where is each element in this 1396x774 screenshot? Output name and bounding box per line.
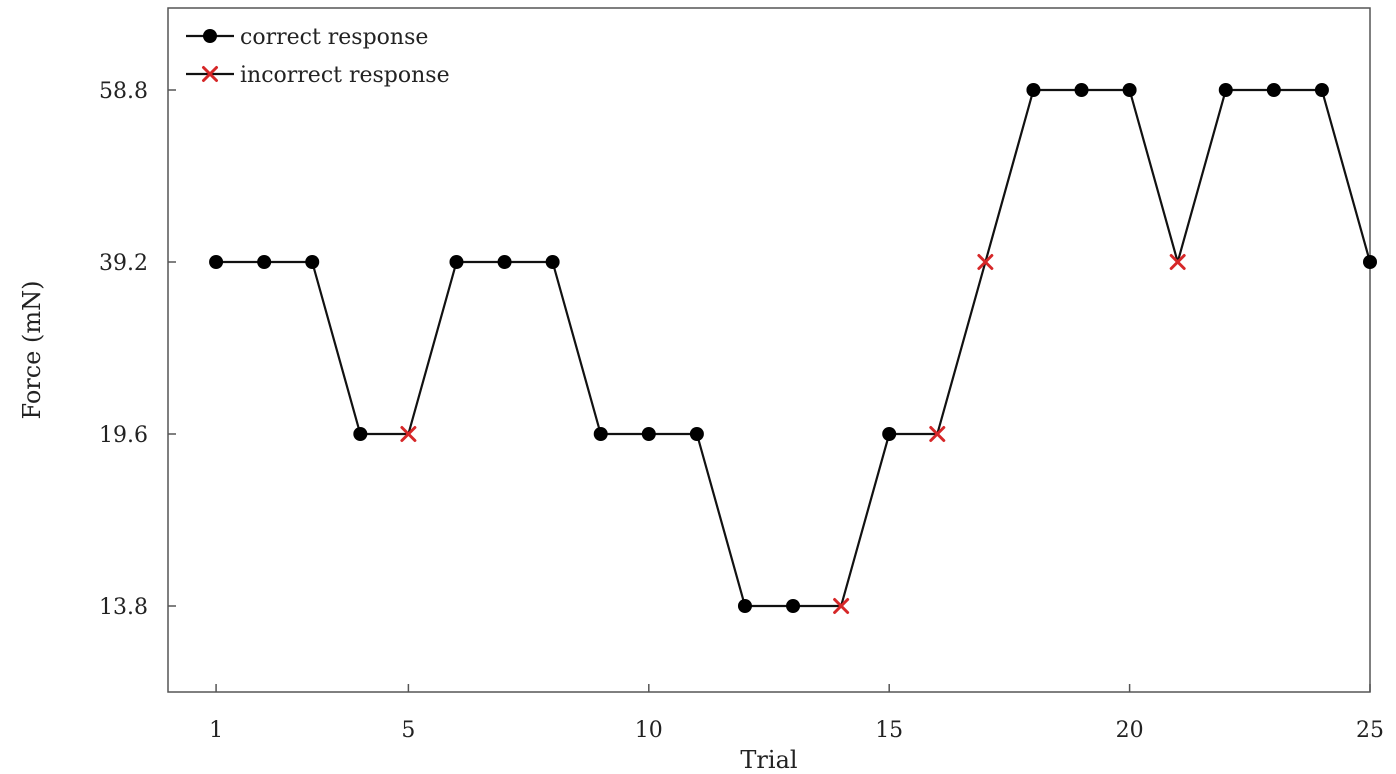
- x-tick-label: 1: [209, 718, 223, 743]
- correct-response-marker: [882, 427, 897, 441]
- incorrect-response-marker: [977, 254, 994, 270]
- x-axis-label: Trial: [740, 746, 797, 774]
- correct-response-marker: [786, 599, 801, 613]
- correct-response-marker: [593, 427, 608, 441]
- x-tick-label: 25: [1356, 718, 1384, 743]
- legend-label: correct response: [240, 25, 428, 50]
- correct-response-marker: [305, 255, 320, 269]
- correct-response-marker: [449, 255, 464, 269]
- correct-response-marker: [209, 255, 224, 269]
- correct-response-marker: [1314, 83, 1329, 97]
- correct-response-marker: [497, 255, 512, 269]
- correct-response-marker: [1074, 83, 1089, 97]
- y-tick-label: 39.2: [99, 251, 148, 276]
- x-axis-ticks: 1 5 10 15 20 25: [209, 684, 1384, 743]
- correct-response-marker: [545, 255, 560, 269]
- y-tick-label: 58.8: [99, 79, 148, 104]
- correct-response-marker: [353, 427, 368, 441]
- correct-response-marker: [1122, 83, 1137, 97]
- x-tick-label: 5: [401, 718, 415, 743]
- legend: correct response incorrect response: [186, 25, 450, 88]
- legend-correct-marker: [203, 29, 217, 43]
- correct-response-marker: [1266, 83, 1281, 97]
- correct-response-marker: [641, 427, 656, 441]
- y-axis-ticks: 13.8 19.6 39.2 58.8: [99, 79, 176, 620]
- x-tick-label: 20: [1116, 718, 1144, 743]
- y-axis-label: Force (mN): [18, 280, 46, 419]
- legend-label: incorrect response: [240, 63, 450, 88]
- incorrect-response-marker: [1169, 254, 1186, 270]
- correct-response-marker: [1026, 83, 1041, 97]
- correct-response-marker: [257, 255, 272, 269]
- correct-response-marker: [689, 427, 704, 441]
- x-tick-label: 15: [875, 718, 903, 743]
- series-layer: [209, 83, 1377, 614]
- legend-incorrect-marker: [202, 66, 218, 82]
- correct-response-marker: [1218, 83, 1233, 97]
- correct-response-marker: [737, 599, 752, 613]
- incorrect-response-marker: [833, 598, 850, 614]
- incorrect-response-marker: [400, 426, 417, 442]
- incorrect-response-marker: [929, 426, 946, 442]
- force-series-line: [216, 88, 1372, 608]
- plot-frame: [167, 7, 1371, 693]
- correct-response-marker: [1363, 255, 1377, 269]
- y-tick-label: 19.6: [99, 423, 148, 448]
- y-tick-label: 13.8: [99, 595, 148, 620]
- x-tick-label: 10: [635, 718, 663, 743]
